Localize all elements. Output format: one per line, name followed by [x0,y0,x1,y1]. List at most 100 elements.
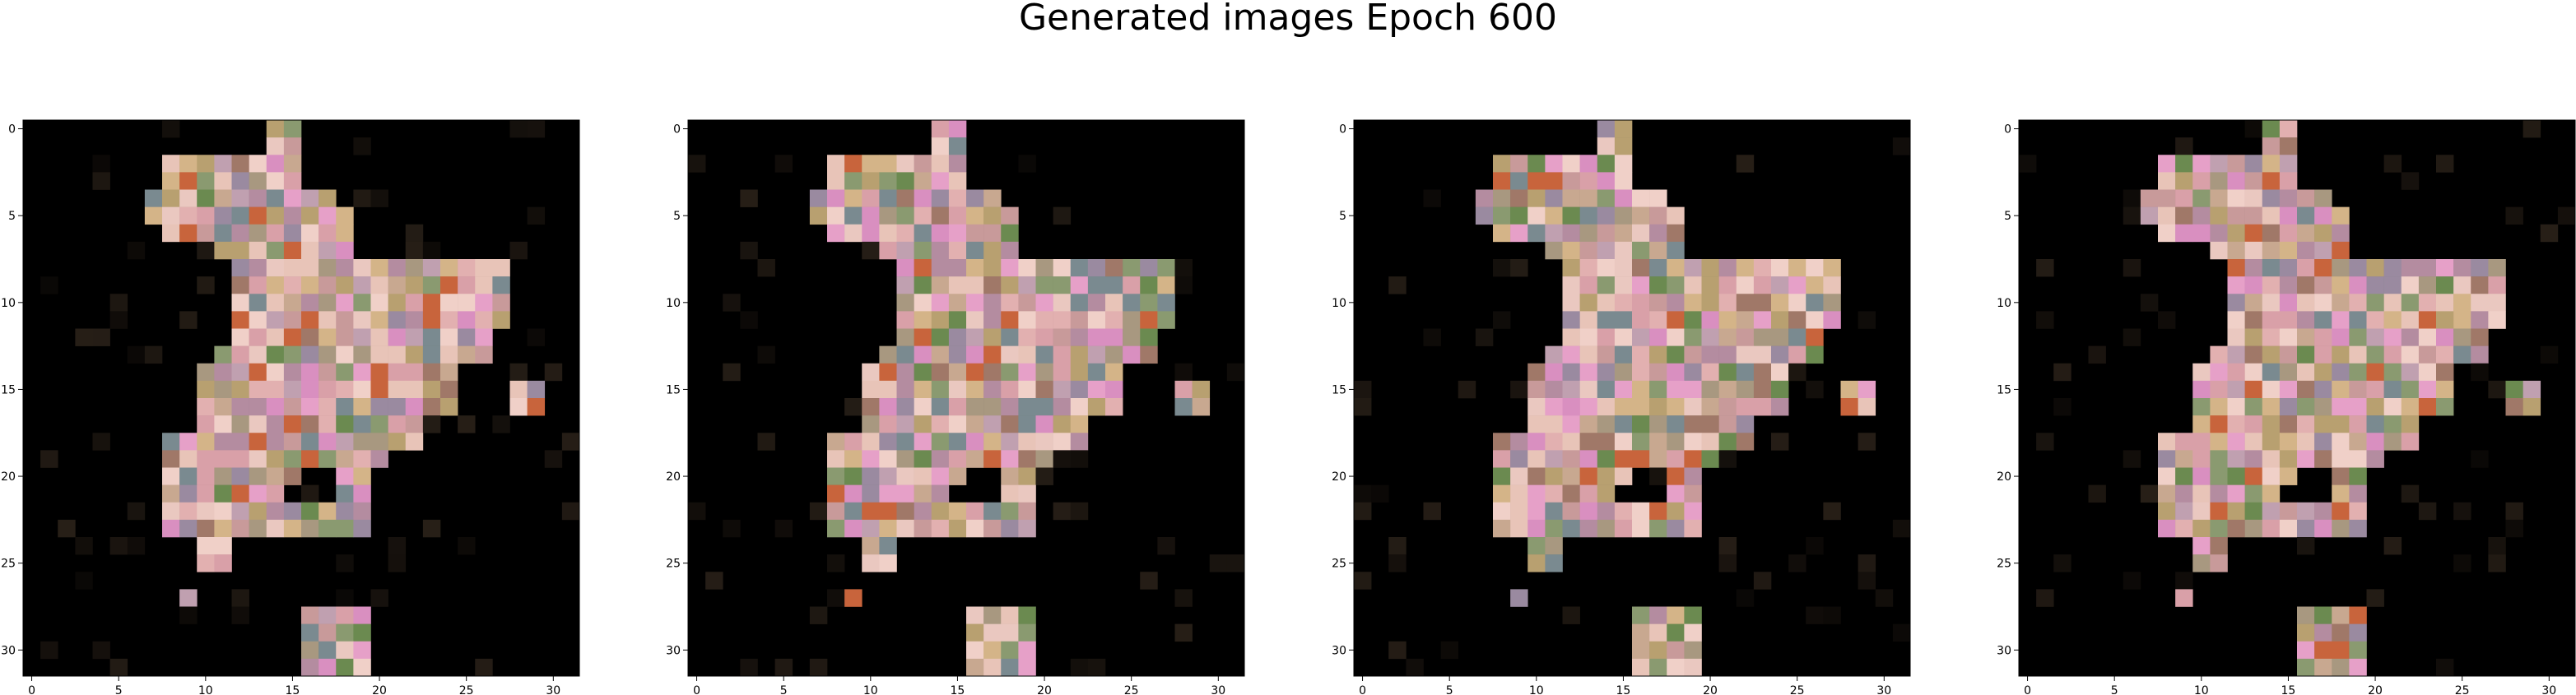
pixel [231,206,249,225]
pixel [1545,537,1563,555]
pixel [2297,380,2315,399]
pixel [1510,380,1528,399]
pixel [283,294,302,312]
pixel [1614,172,1633,190]
pixel [914,450,932,468]
pixel [1157,311,1175,329]
pixel [440,311,458,329]
pixel [914,241,932,260]
pixel [1840,380,1858,399]
pixel [214,537,232,555]
pixel [388,433,407,451]
pixel [1736,363,1755,382]
pixel [336,450,354,468]
pixel [249,467,267,485]
pixel [827,155,845,173]
pixel [1667,311,1685,329]
pixel [1788,328,1806,346]
pixel [405,398,424,416]
pixel [2279,380,2298,399]
pixel [40,450,58,468]
pixel [370,450,388,468]
pixel [1527,484,1546,503]
pixel [249,224,267,243]
pixel [896,328,914,346]
x-tick-label: 5 [780,684,788,695]
pixel [2366,311,2384,329]
pixel [1718,415,1737,433]
pixel [319,380,337,399]
pixel [1087,311,1106,329]
pixel [249,328,267,346]
pixel [844,206,863,225]
pixel [2210,155,2228,173]
pixel [2279,345,2298,364]
pixel [388,554,407,572]
pixel [1649,241,1667,260]
pixel [1070,398,1089,416]
pixel [1823,502,1841,521]
pixel [1174,398,1193,416]
pixel [231,311,249,329]
x-tick-label: 15 [286,684,300,695]
pixel [2349,641,2367,660]
pixel [1035,328,1053,346]
pixel [2505,519,2523,538]
pixel [844,484,863,503]
pixel [2332,433,2350,451]
pixel [948,502,967,521]
pixel [1718,276,1737,294]
pixel [948,259,967,277]
pixel [844,189,863,207]
pixel [1053,328,1072,346]
pixel [1174,380,1193,399]
pixel [1174,363,1193,382]
pixel [1018,623,1036,642]
pixel [1423,189,1441,207]
pixel [879,398,897,416]
pixel [1579,259,1598,277]
pixel [1527,537,1546,555]
generated-image-4: 0 5 10 15 20 25 30 0 5 10 15 20 25 30 [1997,119,2576,695]
pixel [1174,259,1193,277]
pixel [1527,172,1546,190]
pixel [1001,502,1019,521]
pixel [2349,328,2367,346]
pixel [2401,276,2420,294]
pixel [2210,450,2228,468]
pixel [862,467,880,485]
pixel [336,380,354,399]
pixel [2401,415,2420,433]
pixel [2332,450,2350,468]
pixel [283,398,302,416]
pixel [2279,450,2298,468]
pixel [353,189,371,207]
pixel [1458,380,1476,399]
pixel [2418,259,2437,277]
pixel [249,363,267,382]
pixel [931,224,950,243]
pixel [440,259,458,277]
pixel [966,363,984,382]
pixel [162,189,180,207]
pixel [2314,519,2332,538]
pixel [214,519,232,538]
pixel [896,241,914,260]
pixel [914,502,932,521]
pixel [1632,189,1650,207]
pixel [1684,433,1702,451]
pixel [1892,519,1911,538]
pixel [197,155,215,173]
pixel [197,380,215,399]
pixel [1701,380,1719,399]
pixel [319,433,337,451]
pixel [1649,467,1667,485]
pixel [1001,363,1019,382]
pixel [2366,363,2384,382]
pixel [2332,623,2350,642]
pixel [2418,398,2437,416]
pixel [301,433,319,451]
pixel [336,398,354,416]
pixel [249,484,267,503]
pixel [1579,363,1598,382]
